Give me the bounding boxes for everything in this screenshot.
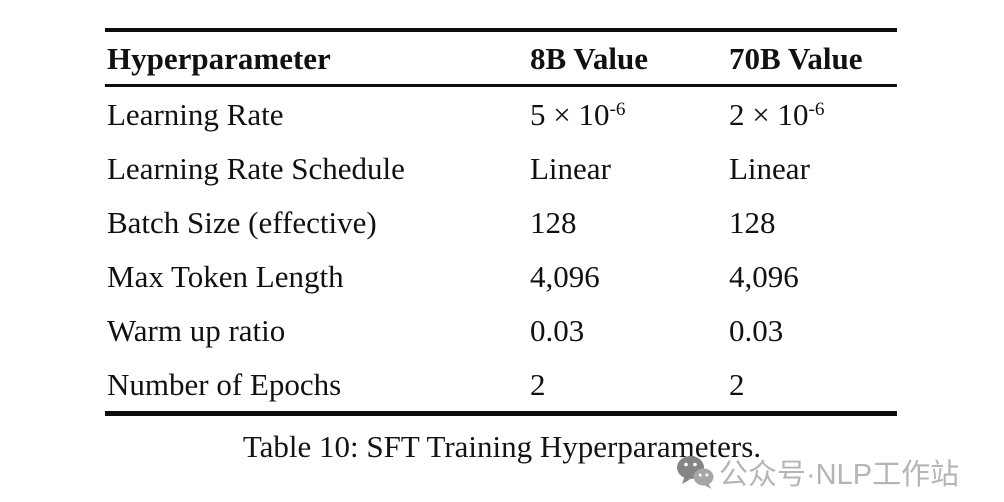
table-row-warmup-ratio: Warm up ratio 0.03 0.03 [105,303,897,357]
cell-8b-value: 4,096 [530,258,600,294]
watermark-text: 公众号·NLP工作站 [719,459,960,491]
cell-70b-value: 2 × 10-6 [729,96,825,132]
row-label: Warm up ratio [107,312,286,348]
table-row-num-epochs: Number of Epochs 2 2 [105,357,897,411]
row-label: Number of Epochs [107,366,342,402]
header-8b-value: 8B Value [530,40,649,76]
header-hyperparameter: Hyperparameter [107,40,331,76]
cell-70b-value: 128 [729,204,776,240]
cell-8b-value: 5 × 10-6 [530,96,626,132]
table-caption: Table 10: SFT Training Hyperparameters. [242,429,762,464]
row-label: Learning Rate [107,96,284,132]
cell-8b-value: 128 [530,204,577,240]
exponent: -6 [808,98,825,120]
cell-8b-value: 2 [530,366,546,402]
table-row-lr-schedule: Learning Rate Schedule Linear Linear [105,141,897,195]
table-header-row: Hyperparameter 8B Value 70B Value [105,32,897,87]
cell-70b-value: 0.03 [729,312,784,348]
table-row-max-token-length: Max Token Length 4,096 4,096 [105,249,897,303]
table-row-learning-rate: Learning Rate 5 × 10-6 2 × 10-6 [105,87,897,141]
sft-hyperparameters-table: Hyperparameter 8B Value 70B Value Learni… [105,28,897,416]
table-row-batch-size: Batch Size (effective) 128 128 [105,195,897,249]
cell-70b-value: 4,096 [729,258,799,294]
row-label: Learning Rate Schedule [107,150,405,186]
cell-8b-value: Linear [530,150,611,186]
wechat-icon [676,454,714,490]
watermark: 公众号·NLP工作站 [676,451,959,493]
header-70b-value: 70B Value [729,40,863,76]
cell-8b-value: 0.03 [530,312,585,348]
exponent: -6 [609,98,626,120]
cell-70b-value: Linear [729,150,810,186]
row-label: Batch Size (effective) [107,204,377,240]
cell-70b-value: 2 [729,366,745,402]
row-label: Max Token Length [107,258,344,294]
